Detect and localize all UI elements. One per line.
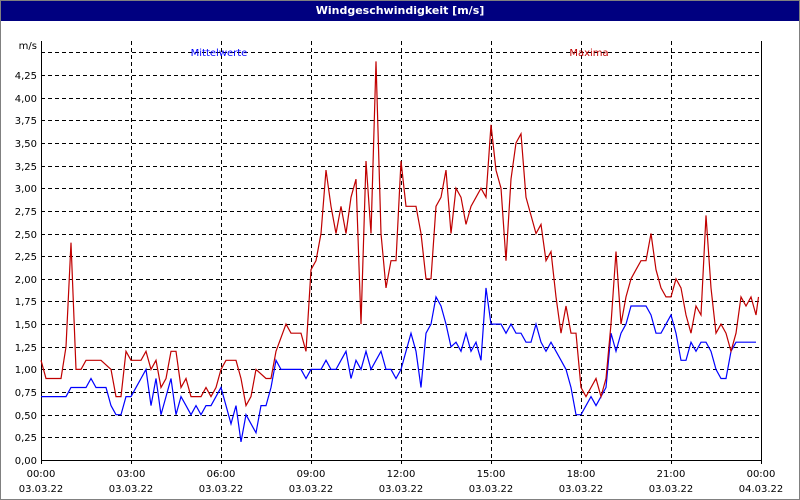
y-tick-label: 0,75 [15,388,37,399]
wind-speed-chart: 0,00 0,25 0,50 0,75 1,00 1,25 1,50 1,75 2,00 2,25… [15,41,784,495]
y-tick-label: 3,50 [15,139,37,150]
y-tick-label: 3,75 [15,116,37,127]
x-tick-date: 03.03.22 [199,484,244,495]
y-tick-label: 0,50 [15,411,37,422]
x-tick-time: 21:00 [657,469,686,480]
y-tick-label: 1,50 [15,320,37,331]
x-tick-date: 03.03.22 [19,484,64,495]
window-title: Windgeschwindigkeit [m/s] [1,1,799,21]
y-tick-label: 2,75 [15,207,37,218]
y-tick-label: 3,00 [15,184,37,195]
legend-entry: Maxima [569,48,608,59]
x-tick-date: 03.03.22 [109,484,154,495]
x-tick-time: 12:00 [387,469,416,480]
y-tick-label: 3,25 [15,162,37,173]
y-tick-label: 2,50 [15,230,37,241]
series-line-maxima [40,61,760,408]
x-tick-date: 04.03.22 [739,484,784,495]
y-tick-label: 4,25 [15,71,37,82]
y-tick-label: 1,25 [15,343,37,354]
series-line-mittelwerte [41,287,756,443]
y-axis-unit: m/s [19,41,37,52]
x-tick-time: 00:00 [27,469,56,480]
y-tick-label: 1,00 [15,365,37,376]
y-tick-label: 4,00 [15,94,37,105]
x-tick-time: 00:00 [747,469,776,480]
x-tick-time: 15:00 [477,469,506,480]
y-tick-label: 2,25 [15,252,37,263]
y-tick-label: 0,00 [15,456,37,467]
y-tick-label: 1,75 [15,297,37,308]
x-tick-time: 06:00 [207,469,236,480]
x-tick-date: 03.03.22 [559,484,604,495]
x-tick-date: 03.03.22 [379,484,424,495]
legend-entry: Mittelwerte [191,48,248,59]
y-tick-label: 0,25 [15,433,37,444]
x-tick-date: 03.03.22 [649,484,694,495]
y-tick-label: 2,00 [15,275,37,286]
x-tick-time: 09:00 [297,469,326,480]
x-tick-time: 03:00 [117,469,146,480]
x-tick-time: 18:00 [567,469,596,480]
x-tick-date: 03.03.22 [289,484,334,495]
x-tick-date: 03.03.22 [469,484,514,495]
